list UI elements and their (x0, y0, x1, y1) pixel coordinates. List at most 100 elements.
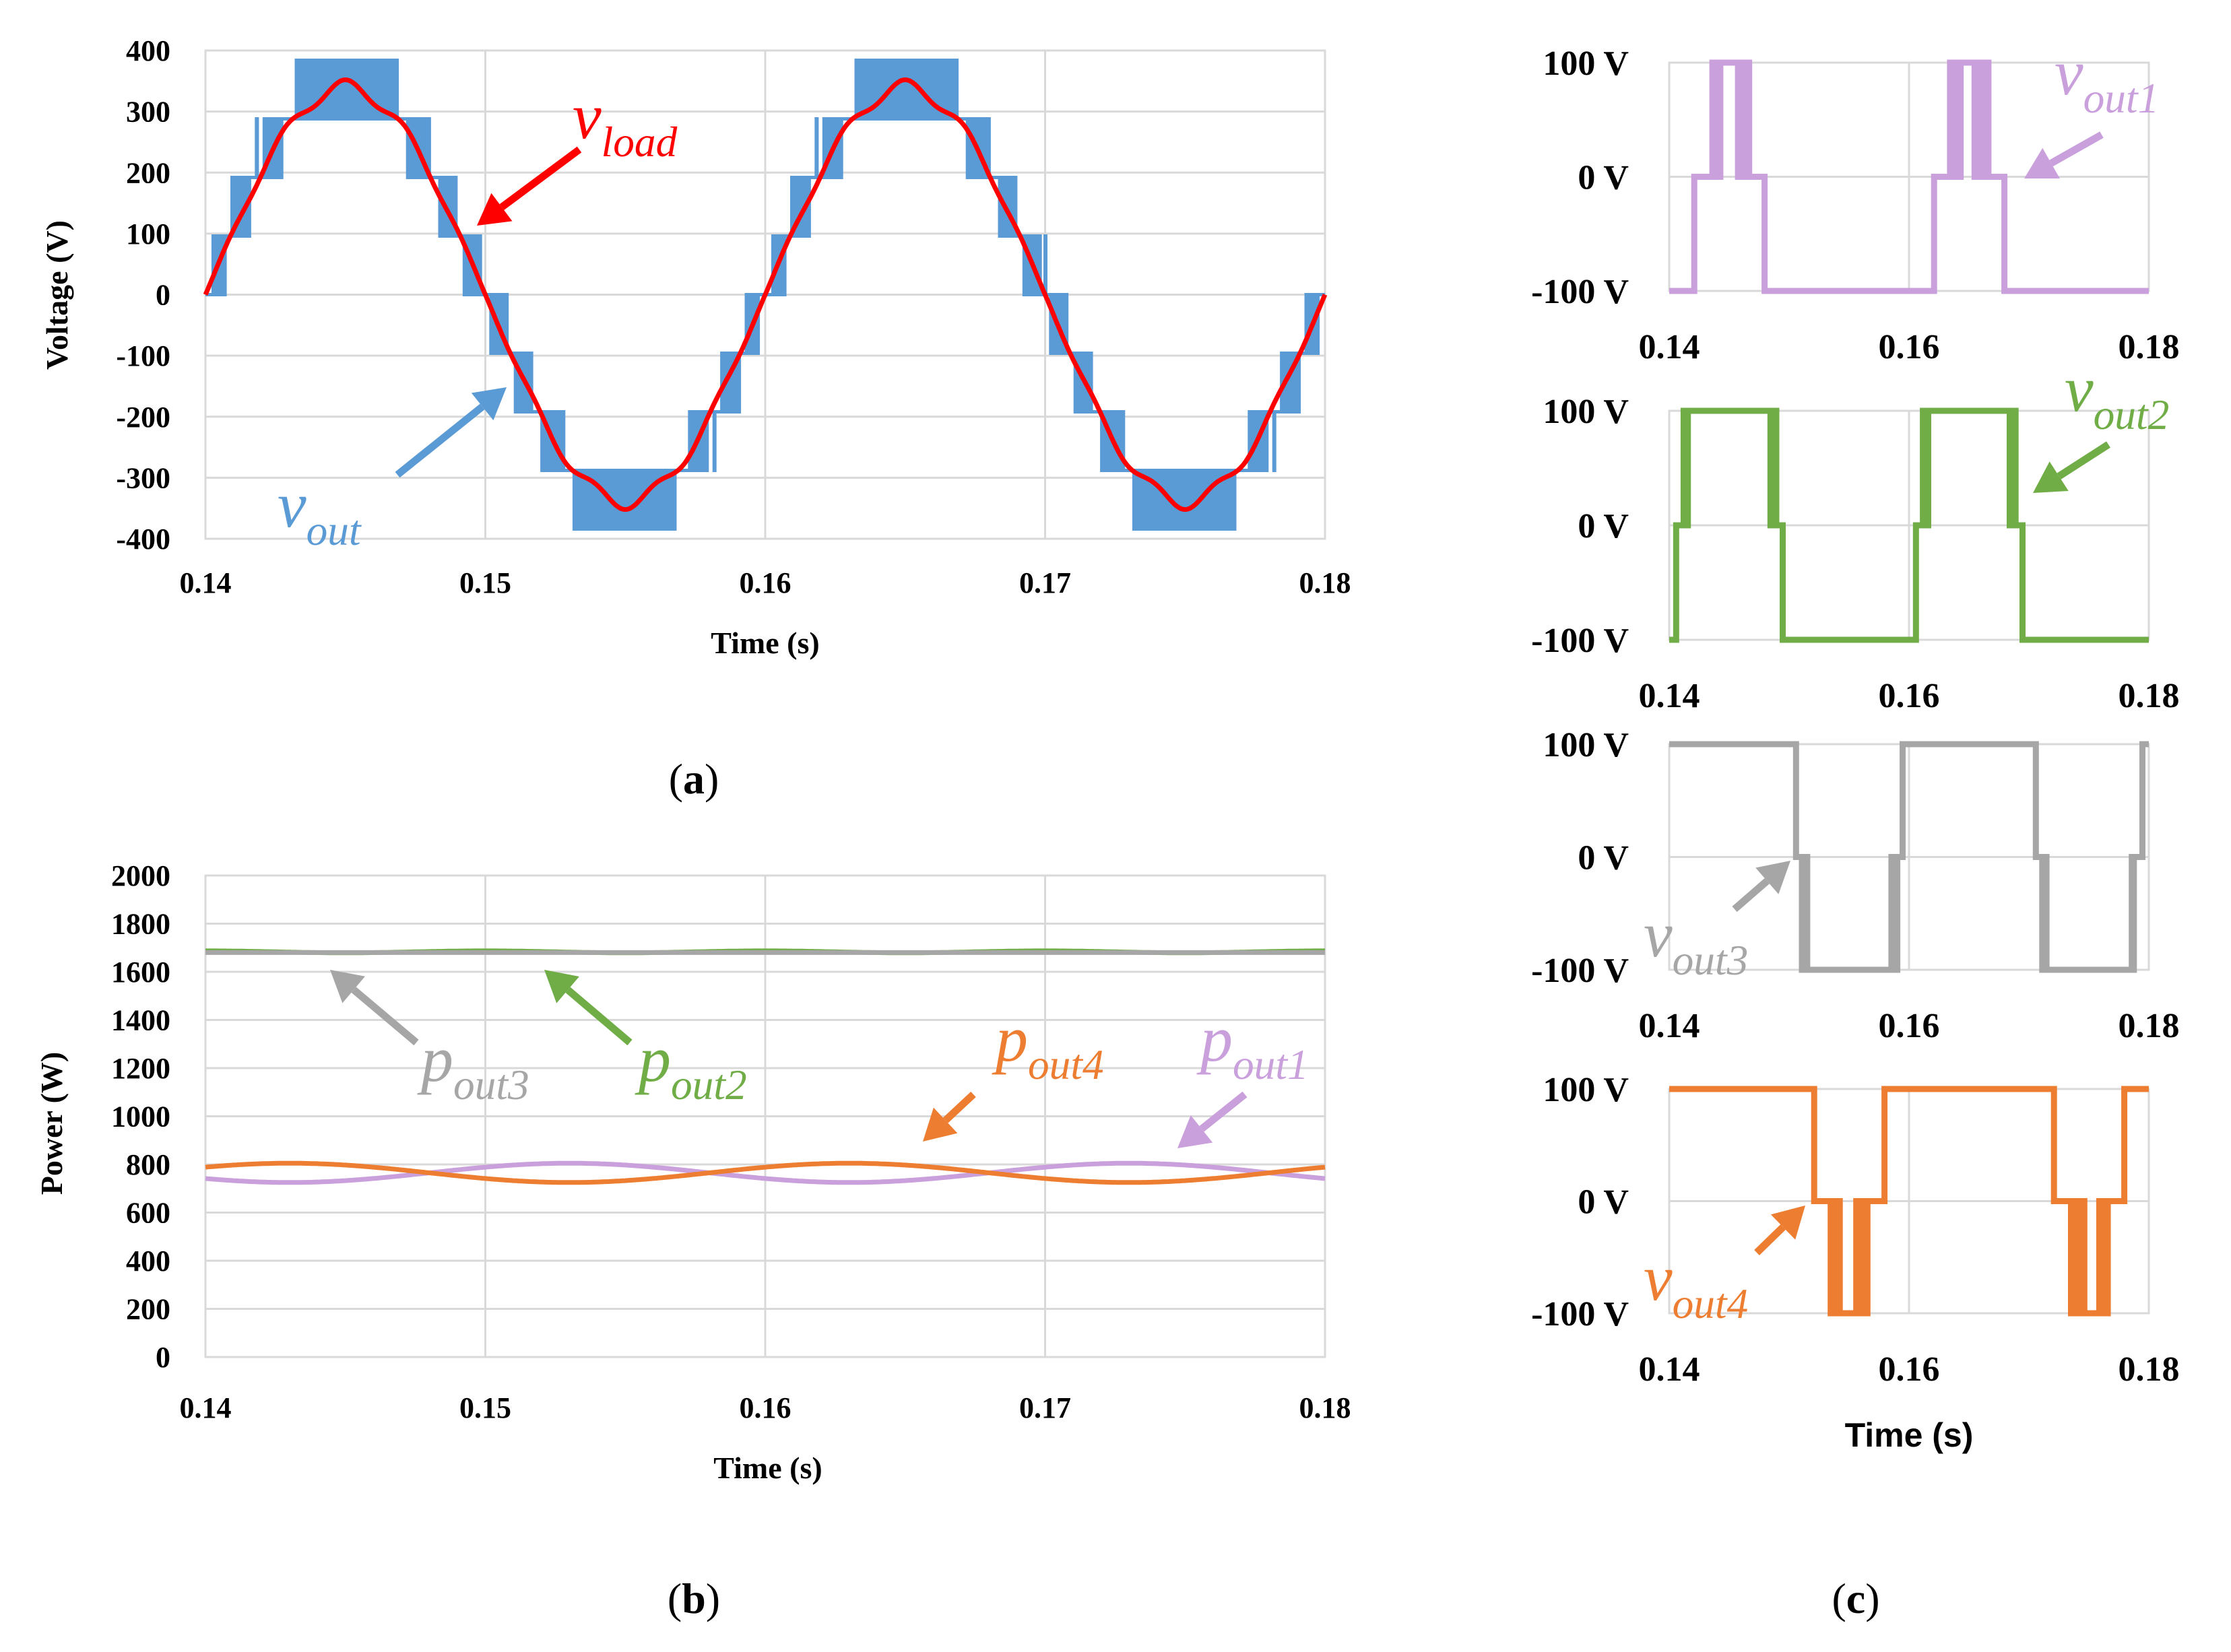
a-ytick-label: -100 (116, 339, 170, 372)
a-ytick-label: 200 (126, 156, 170, 189)
c-ytick-label: 100 V (1543, 726, 1629, 764)
c-series-v-out2 (1669, 407, 2149, 643)
b-arrow-pout4-head (923, 1107, 958, 1142)
c-arrow-2 (2033, 441, 2110, 493)
c-label-v-out1-main: v (2055, 36, 2083, 108)
b-label-pout2-sub: out2 (671, 1061, 747, 1109)
b-label-pout1: pout1 (1196, 1003, 1309, 1088)
caption-paren-open: ( (1832, 1575, 1846, 1622)
c-arrow-1 (2024, 131, 2104, 178)
b-label-pout1-sub: out1 (1233, 1041, 1309, 1088)
c-ytick-label: 0 V (1578, 159, 1629, 197)
a-ytick-label: 0 (156, 279, 170, 312)
b-arrow-pout1-head (1177, 1115, 1213, 1148)
a-arrow-vload (477, 146, 582, 226)
c-xtick-label: 0.18 (2119, 328, 2180, 366)
c-ytick-label: 100 V (1543, 44, 1629, 83)
caption-paren-open: ( (669, 755, 683, 803)
c-arrow-3 (1732, 861, 1790, 913)
chart-a: 400 300 200 100 0 -100 -200 -300 -400 0.14 0.15 0.1… (40, 34, 1351, 660)
c-label-v-out4: vout4 (1644, 1242, 1748, 1327)
b-label-pout4-main: p (992, 1003, 1028, 1075)
caption-c: (c) (1832, 1575, 1879, 1622)
b-label-pout2-main: p (635, 1023, 671, 1095)
c-ytick-label: 100 V (1543, 393, 1629, 431)
caption-paren-close: ) (706, 1575, 720, 1622)
c-label-v-out2: vout2 (2065, 353, 2169, 438)
b-ytick-label: 1000 (111, 1100, 170, 1133)
caption-a: (a) (669, 755, 719, 803)
c-series-v-out1 (1669, 59, 2149, 294)
c-arrow-3-head (1755, 861, 1790, 894)
b-arrow-pout1 (1177, 1091, 1248, 1148)
b-ytick-label: 400 (126, 1245, 170, 1278)
a-ytick-label: -200 (116, 401, 170, 434)
c-ytick-label: 0 V (1578, 1183, 1629, 1222)
b-arrow-pout2-shaft (565, 987, 633, 1046)
chart-c-1: 100 V 0 V -100 V 0.14 0.16 0.18 (1531, 44, 2179, 366)
b-label-pout2: pout2 (635, 1023, 747, 1109)
c-arrow-1-head (2024, 147, 2060, 178)
c-label-v-out3: vout3 (1644, 898, 1748, 984)
c-arrow-2-shaft (2057, 441, 2110, 480)
c-label-v-out2-main: v (2065, 353, 2094, 425)
chart-c-2: 100 V 0 V -100 V 0.14 0.16 0.18 (1531, 393, 2179, 715)
c-label-v-out4-sub: out4 (1673, 1280, 1749, 1327)
b-arrow-pout4 (923, 1091, 976, 1142)
b-x-axis-title: Time (s) (713, 1451, 822, 1485)
caption-paren-close: ) (705, 755, 719, 803)
c-label-v-out3-sub: out3 (1673, 937, 1749, 984)
a-y-axis-title: Voltage (V) (40, 220, 74, 370)
a-arrow-vload-shaft (499, 146, 582, 210)
c-xtick-label: 0.16 (1879, 328, 1940, 366)
caption-letter: a (683, 755, 705, 803)
c-series-v-out4 (1669, 1086, 2149, 1317)
c-ytick-label: -100 V (1531, 952, 1629, 990)
b-arrow-pout4-shaft (942, 1091, 976, 1123)
c-arrow-4-shaft (1754, 1224, 1786, 1255)
a-xtick-label: 0.15 (459, 566, 511, 599)
c-ytick-label: -100 V (1531, 1295, 1629, 1333)
chart-c-3: 100 V 0 V -100 V 0.14 0.16 0.18 (1531, 726, 2179, 1045)
caption-letter: b (682, 1575, 706, 1622)
b-xtick-label: 0.16 (740, 1391, 791, 1424)
a-x-axis-title: Time (s) (711, 626, 819, 660)
a-xtick-label: 0.18 (1299, 566, 1351, 599)
b-ytick-label: 2000 (111, 859, 170, 892)
b-ytick-label: 1800 (111, 908, 170, 941)
c-label-v-out1-sub: out1 (2083, 75, 2160, 122)
c-series-v-out3 (1669, 741, 2149, 973)
c-ytick-label: -100 V (1531, 273, 1629, 311)
b-xtick-label: 0.14 (180, 1391, 232, 1424)
c-ytick-label: 0 V (1578, 507, 1629, 546)
a-arrow-vout-shaft (395, 403, 485, 478)
b-label-pout3-main: p (417, 1023, 453, 1095)
c-label-v-out4-main: v (1644, 1242, 1673, 1314)
a-label-vload-sub: load (602, 119, 678, 166)
c-arrow-2-head (2033, 461, 2069, 493)
a-label-vout: vout (278, 469, 362, 554)
a-xtick-label: 0.14 (180, 566, 232, 599)
b-arrow-pout3-head (330, 970, 365, 1003)
a-arrow-vout (395, 387, 507, 478)
c-xtick-label: 0.14 (1639, 1350, 1700, 1389)
b-label-pout1-main: p (1196, 1003, 1233, 1075)
a-ytick-label: -300 (116, 461, 170, 494)
a-label-vout-main: v (278, 469, 306, 541)
b-series-p-out1 (205, 1160, 1326, 1185)
a-xtick-label: 0.17 (1019, 566, 1071, 599)
a-ytick-label: -400 (116, 523, 170, 556)
b-ytick-label: 800 (126, 1148, 170, 1181)
b-xtick-label: 0.17 (1019, 1391, 1071, 1424)
c-xtick-label: 0.14 (1639, 328, 1700, 366)
c-label-v-out3-main: v (1644, 898, 1673, 970)
c-xtick-label: 0.18 (2119, 677, 2180, 715)
a-label-vload-main: v (573, 80, 602, 152)
b-y-axis-title: Power (W) (34, 1052, 69, 1195)
b-label-pout4: pout4 (992, 1003, 1104, 1088)
caption-paren-open: ( (668, 1575, 682, 1622)
b-xtick-label: 0.18 (1299, 1391, 1351, 1424)
c-label-v-out1: vout1 (2055, 36, 2159, 122)
a-xtick-label: 0.16 (740, 566, 791, 599)
